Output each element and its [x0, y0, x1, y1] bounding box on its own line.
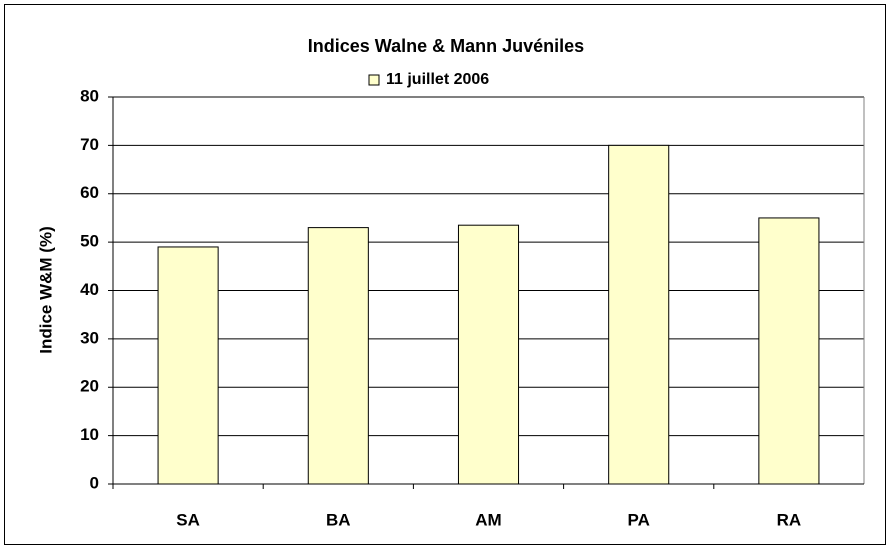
y-tick-label: 0: [90, 473, 99, 492]
bar: [608, 144, 670, 485]
bar: [157, 246, 219, 485]
y-axis-label: Indice W&M (%): [36, 226, 55, 354]
y-tick-label: 40: [80, 280, 99, 299]
legend-swatch: [368, 74, 380, 86]
y-tick-label: 10: [80, 425, 99, 444]
y-tick-label: 20: [80, 377, 99, 396]
x-tick-label: PA: [628, 510, 650, 529]
y-tick-label: 80: [80, 86, 99, 105]
y-tick-label: 50: [80, 232, 99, 251]
x-tick-label: BA: [326, 510, 351, 529]
bar: [457, 224, 520, 485]
chart-border: [4, 4, 886, 545]
chart-title: Indices Walne & Mann Juvéniles: [308, 36, 584, 56]
x-tick-label: AM: [475, 510, 501, 529]
x-tick-label: SA: [176, 510, 200, 529]
y-tick-label: 60: [80, 183, 99, 202]
bar: [307, 227, 369, 485]
bar: [758, 217, 820, 485]
x-tick-label: RA: [777, 510, 802, 529]
legend-label: 11 juillet 2006: [386, 71, 489, 88]
y-tick-label: 70: [80, 135, 99, 154]
y-tick-label: 30: [80, 328, 99, 347]
